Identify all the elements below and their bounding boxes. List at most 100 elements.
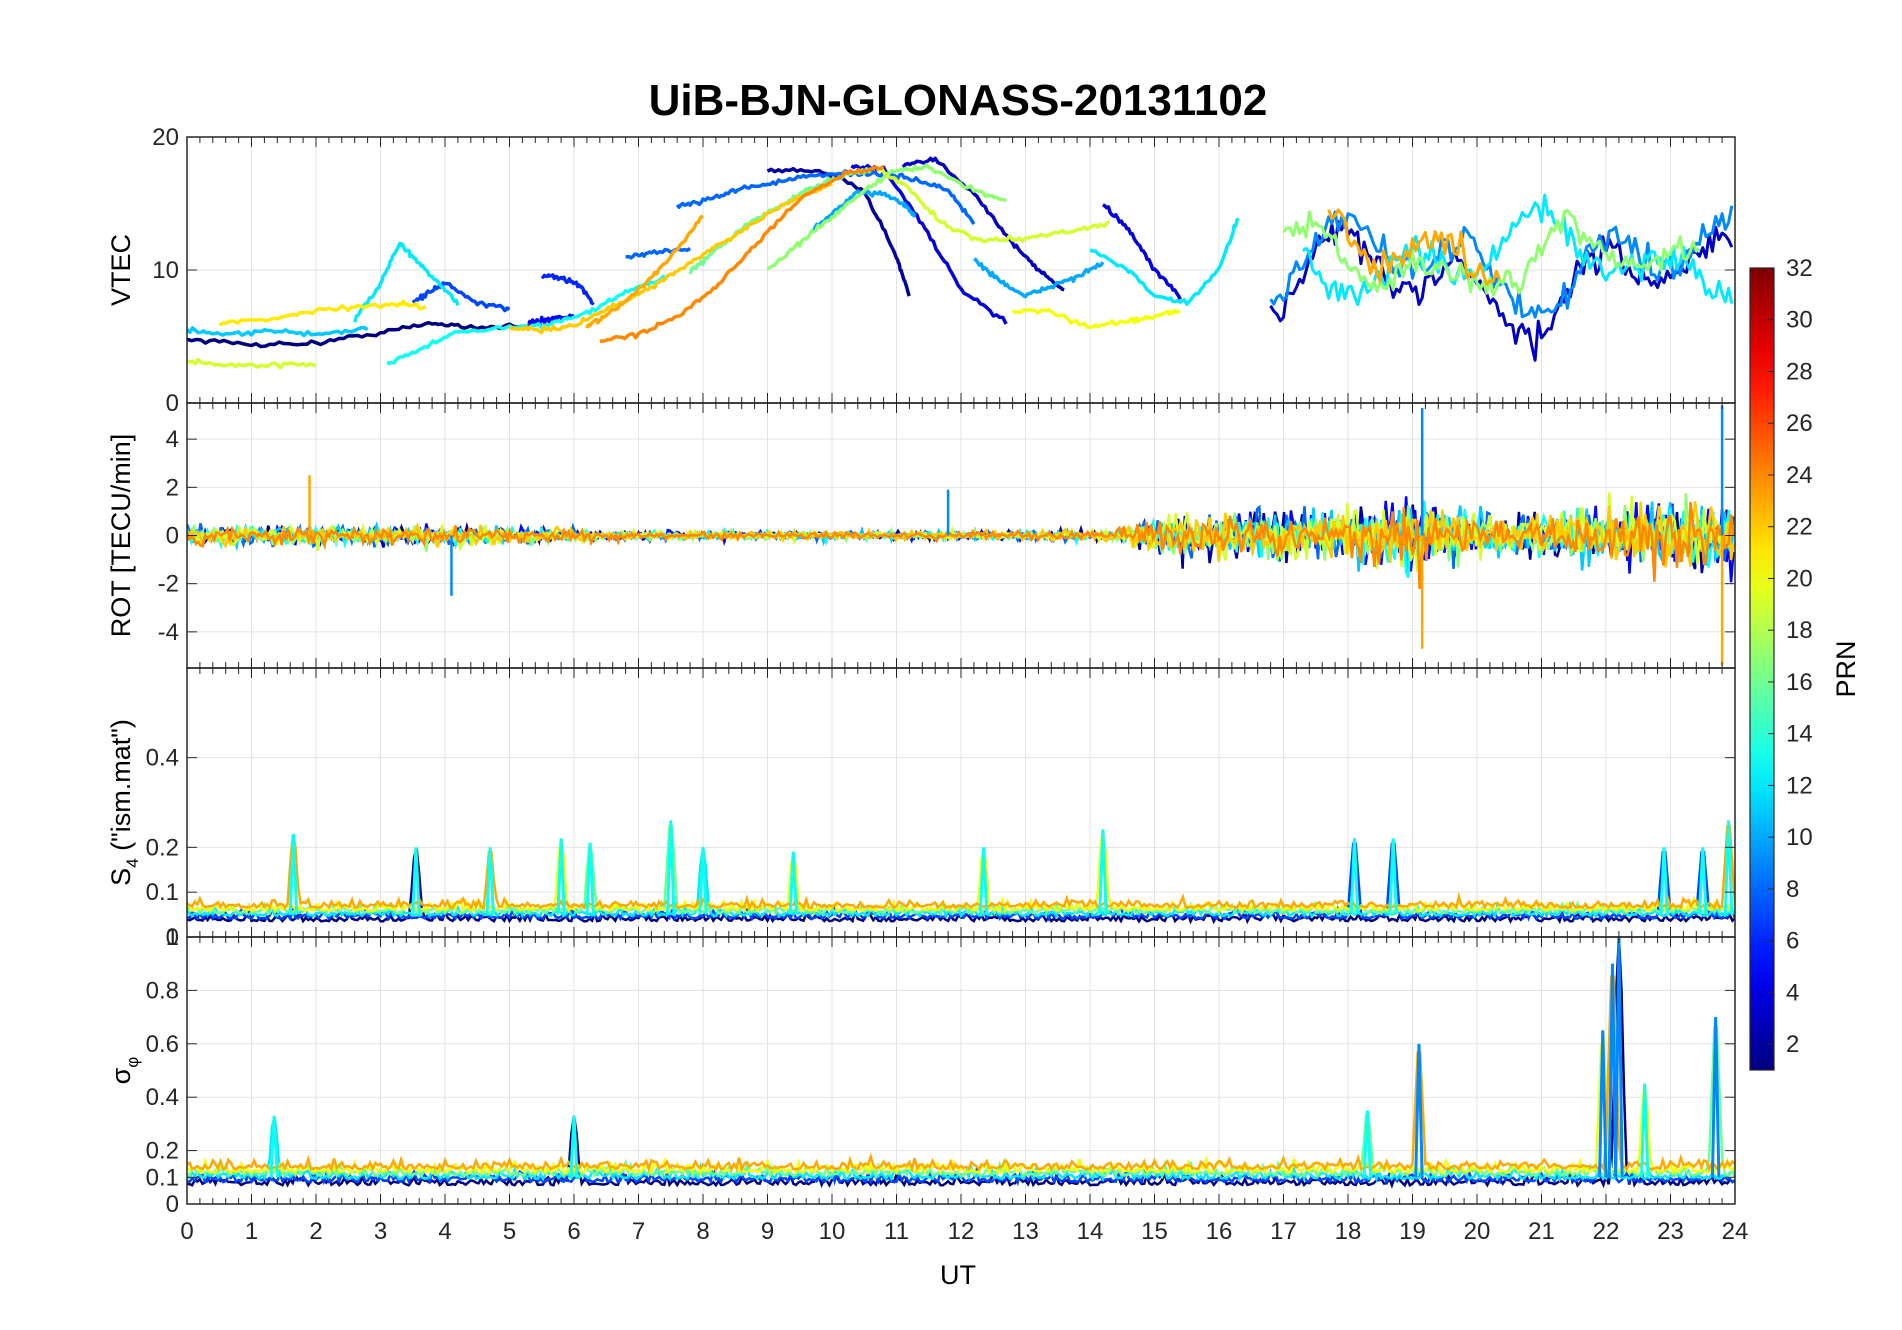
vtec-series-prn-22 xyxy=(509,181,833,335)
colorbar-tick-label: 6 xyxy=(1786,928,1799,955)
colorbar-tick-label: 10 xyxy=(1786,824,1813,851)
scint-spike xyxy=(411,847,421,915)
colorbar-tick-label: 16 xyxy=(1786,669,1813,696)
scint-spike xyxy=(1639,1083,1650,1178)
x-tick-label: 6 xyxy=(567,1218,580,1245)
colorbar-tick-label: 2 xyxy=(1786,1031,1799,1058)
colorbar-tick-label: 8 xyxy=(1786,876,1799,903)
vtec-series-prn-1 xyxy=(187,320,543,349)
y-label-subscript: φ xyxy=(123,1057,142,1068)
y-tick-label: 0.1 xyxy=(146,879,179,906)
scint-spike xyxy=(569,1115,579,1178)
y-tick-label: 0 xyxy=(166,1191,179,1218)
x-tick-label: 20 xyxy=(1464,1218,1491,1245)
scint-spike xyxy=(978,847,989,915)
vtec-series-prn-12 xyxy=(353,241,460,323)
x-tick-label: 7 xyxy=(632,1218,645,1245)
vtec-series-prn-23 xyxy=(585,214,704,329)
colorbar-tick-label: 30 xyxy=(1786,307,1813,334)
colorbar-tick-label: 28 xyxy=(1786,358,1813,385)
vtec-series-prn-20 xyxy=(1011,307,1181,330)
x-tick-label: 0 xyxy=(180,1218,193,1245)
y-tick-label: 4 xyxy=(166,426,179,453)
vtec-series-prn-7 xyxy=(411,281,511,313)
vtec-series-prn-21 xyxy=(218,299,427,327)
y-tick-label: 0.4 xyxy=(146,1084,179,1111)
y-tick-label: 1 xyxy=(166,924,179,951)
scint-spike xyxy=(1362,1110,1373,1178)
x-tick-label: 24 xyxy=(1722,1218,1749,1245)
vtec-series-prn-19 xyxy=(187,357,317,370)
x-tick-label: 16 xyxy=(1206,1218,1233,1245)
scint-spike xyxy=(485,847,495,915)
scint-spike xyxy=(1098,829,1108,915)
vtec-series-prn-24 xyxy=(599,165,885,344)
colorbar-tick-label: 26 xyxy=(1786,410,1813,437)
scint-spike xyxy=(585,842,595,915)
vtec-series-prn-12 xyxy=(1089,217,1240,306)
scint-spike xyxy=(1710,1017,1721,1178)
panel-2: -4 -2 0 2 4 ROT [TECU/min] xyxy=(106,402,1736,669)
panel-plot-area xyxy=(187,405,1735,666)
x-tick-label: 8 xyxy=(696,1218,709,1245)
scint-spike xyxy=(1349,838,1360,915)
scint-spike xyxy=(1723,820,1734,915)
y-axis-label-4: σφ xyxy=(106,1057,142,1085)
colorbar-tick-label: 18 xyxy=(1786,617,1813,644)
y-tick-label: 0 xyxy=(166,924,179,951)
y-label-subscript: 4 xyxy=(123,858,142,867)
y-tick-label: 0.4 xyxy=(146,745,179,772)
x-tick-label: 18 xyxy=(1335,1218,1362,1245)
x-tick-label: 19 xyxy=(1399,1218,1426,1245)
y-tick-label: 0 xyxy=(166,523,179,550)
y-label-part: ("ism.mat") xyxy=(106,719,136,858)
vtec-series-prn-10 xyxy=(973,257,1105,299)
y-tick-label: 10 xyxy=(152,257,179,284)
x-tick-label: 14 xyxy=(1077,1218,1104,1245)
scint-series-prn-23 xyxy=(187,825,1735,912)
y-tick-label: 0.1 xyxy=(146,1164,179,1191)
x-tick-label: 2 xyxy=(309,1218,322,1245)
x-tick-label: 12 xyxy=(948,1218,975,1245)
y-axis-label-3: S4 ("ism.mat") xyxy=(106,719,142,886)
scint-spike xyxy=(1614,937,1624,1178)
colorbar-tick-label: 24 xyxy=(1786,462,1813,489)
colorbar-tick-label: 12 xyxy=(1786,772,1813,799)
vtec-series-prn-10 xyxy=(811,188,917,232)
scint-spike xyxy=(1388,838,1398,915)
vtec-storm-series-prn-23 xyxy=(1327,208,1501,286)
vtec-series-prn-17 xyxy=(766,163,1008,271)
vtec-series-prn-3 xyxy=(901,156,1065,292)
y-tick-label: -4 xyxy=(158,619,179,646)
scint-spike xyxy=(269,1115,279,1178)
vtec-series-prn-6 xyxy=(540,273,595,306)
scint-spike xyxy=(1659,847,1669,915)
vtec-series-prn-19 xyxy=(876,167,1110,244)
colorbar-tick-label: 4 xyxy=(1786,979,1799,1006)
colorbar-tick-label: 22 xyxy=(1786,514,1813,541)
scint-series-prn-16 xyxy=(187,1025,1735,1181)
vtec-series-prn-11 xyxy=(187,325,369,338)
y-tick-label: 0.6 xyxy=(146,1031,179,1058)
scint-spike xyxy=(288,833,299,915)
scint-spike xyxy=(1698,847,1708,915)
x-tick-label: 22 xyxy=(1593,1218,1620,1245)
scint-spike xyxy=(666,820,676,915)
panel-plot-area xyxy=(187,937,1735,1189)
panel-plot-area xyxy=(187,820,1735,925)
panel-plot-area xyxy=(187,156,1734,370)
x-tick-label: 5 xyxy=(503,1218,516,1245)
y-tick-label: 0.2 xyxy=(146,1138,179,1165)
y-label-part: S xyxy=(106,868,136,886)
y-label-part: σ xyxy=(106,1067,136,1084)
y-tick-label: 20 xyxy=(152,124,179,151)
colorbar-tick-label: 20 xyxy=(1786,565,1813,592)
y-axis-label-1: VTEC xyxy=(106,234,136,306)
scint-series-prn-23 xyxy=(187,975,1735,1174)
x-axis-label: UT xyxy=(940,1260,976,1290)
chart-title: UiB-BJN-GLONASS-20131102 xyxy=(649,76,1268,125)
y-axis-label-2: ROT [TECU/min] xyxy=(106,434,136,638)
